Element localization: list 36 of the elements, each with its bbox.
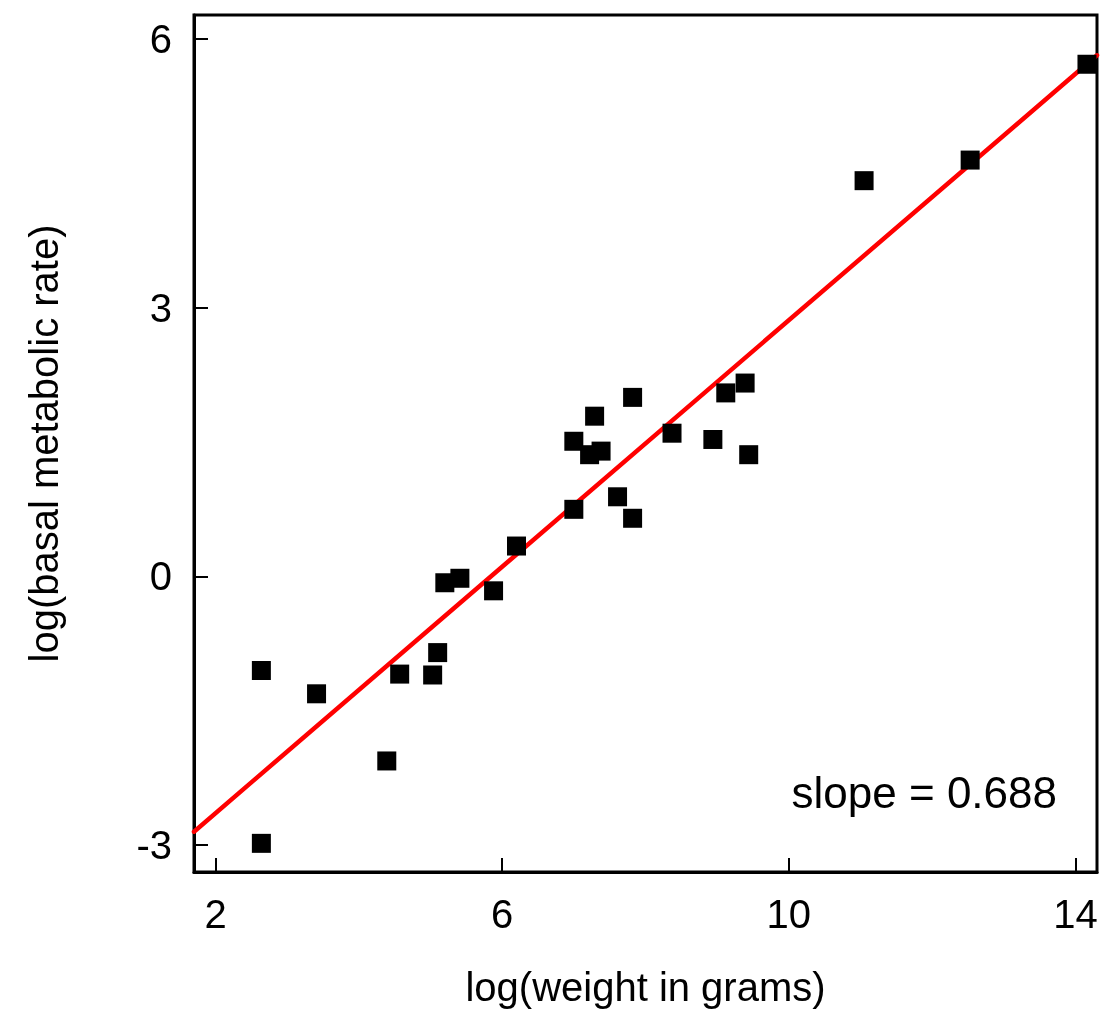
point xyxy=(1077,54,1097,74)
point xyxy=(854,171,874,191)
y-axis-title: log(basal metabolic rate) xyxy=(22,224,66,663)
point xyxy=(251,661,271,681)
x-tick-label: 2 xyxy=(204,892,227,936)
point xyxy=(703,429,723,449)
x-tick-label: 10 xyxy=(766,892,812,936)
x-tick-label: 14 xyxy=(1053,892,1098,936)
point xyxy=(564,431,584,451)
point xyxy=(623,508,643,528)
x-tick-label: 6 xyxy=(491,892,514,936)
y-tick-label: -3 xyxy=(136,823,172,868)
point xyxy=(484,581,504,601)
point xyxy=(377,751,397,771)
point xyxy=(423,665,443,685)
point xyxy=(716,383,736,403)
point xyxy=(390,664,410,684)
point xyxy=(591,441,611,461)
point xyxy=(662,423,682,443)
x-axis-title: log(weight in grams) xyxy=(465,965,826,1009)
point xyxy=(507,536,526,556)
y-tick-label: 3 xyxy=(149,285,172,330)
y-tick-label: 0 xyxy=(149,554,172,599)
point xyxy=(623,387,643,407)
point xyxy=(251,833,271,853)
point xyxy=(960,150,980,170)
y-tick-label: 6 xyxy=(149,17,172,62)
point xyxy=(428,643,448,663)
point xyxy=(307,684,327,704)
annotation: slope = 0.688 xyxy=(791,767,1058,817)
point xyxy=(739,445,759,465)
point xyxy=(564,499,584,519)
point xyxy=(608,487,628,507)
point xyxy=(450,568,470,588)
point xyxy=(585,406,605,426)
point xyxy=(735,373,755,393)
